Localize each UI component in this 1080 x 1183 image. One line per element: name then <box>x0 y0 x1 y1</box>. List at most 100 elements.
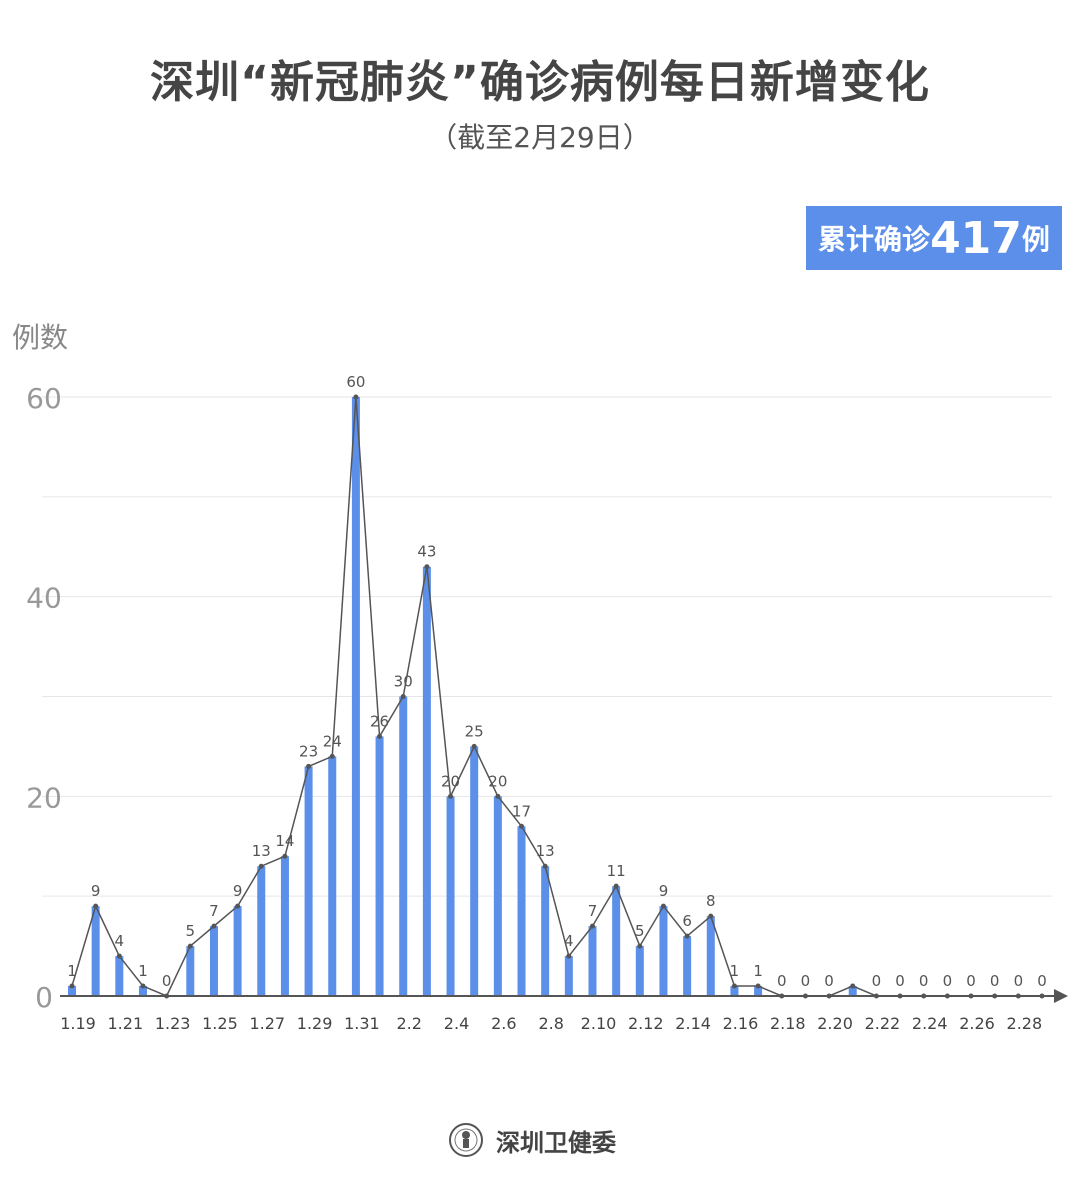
chart-subtitle: （截至2月29日） <box>429 121 651 154</box>
data-label: 0 <box>824 972 834 990</box>
data-point <box>589 923 595 929</box>
data-point <box>187 943 193 949</box>
data-label: 9 <box>233 882 243 900</box>
x-tick-label: 2.28 <box>1007 1014 1043 1033</box>
data-label: 7 <box>588 902 598 920</box>
y-tick-label: 20 <box>26 781 62 814</box>
bar <box>68 986 76 996</box>
bar <box>683 936 692 996</box>
data-point <box>566 953 572 959</box>
data-label: 1 <box>67 962 77 980</box>
bar <box>848 986 857 996</box>
bar <box>328 756 337 996</box>
x-tick-label: 2.16 <box>723 1014 759 1033</box>
data-label: 1 <box>753 962 763 980</box>
data-label: 0 <box>872 972 882 990</box>
data-point <box>731 983 737 989</box>
data-label: 0 <box>777 972 787 990</box>
x-tick-label: 2.20 <box>817 1014 853 1033</box>
data-label: 0 <box>1037 972 1047 990</box>
data-point <box>400 694 406 699</box>
bar <box>422 566 431 996</box>
data-point <box>140 983 146 989</box>
data-point <box>211 923 217 929</box>
trend-line <box>71 396 1042 997</box>
badge-prefix: 累计确诊 <box>818 223 931 256</box>
data-point <box>968 993 974 999</box>
data-label: 0 <box>919 972 929 990</box>
bar <box>564 956 573 996</box>
data-label: 1 <box>730 962 740 980</box>
data-label: 0 <box>966 972 976 990</box>
x-tick-label: 2.12 <box>628 1014 664 1033</box>
data-label: 43 <box>417 543 436 561</box>
data-label: 13 <box>252 842 271 860</box>
x-axis-arrow <box>1054 989 1068 1003</box>
data-label: 0 <box>990 972 1000 990</box>
data-point <box>164 993 170 999</box>
data-label: 0 <box>895 972 905 990</box>
x-tick-label: 2.24 <box>912 1014 948 1033</box>
bar <box>588 926 597 996</box>
data-label: 17 <box>512 802 531 820</box>
bar <box>233 906 242 996</box>
data-point <box>873 993 879 999</box>
data-label: 0 <box>943 972 953 990</box>
data-point <box>448 793 454 799</box>
x-tick-label: 1.31 <box>344 1014 380 1033</box>
data-label: 11 <box>607 862 626 880</box>
x-tick-label: 2.18 <box>770 1014 806 1033</box>
data-point <box>258 863 264 869</box>
bar <box>91 906 100 996</box>
bar <box>257 866 266 996</box>
x-tick-label: 1.19 <box>60 1014 96 1033</box>
data-point <box>613 883 619 889</box>
data-label: 5 <box>635 922 645 940</box>
x-tick-label: 2.22 <box>865 1014 901 1033</box>
data-label: 14 <box>275 832 294 850</box>
data-label: 20 <box>488 772 507 790</box>
bar <box>351 397 360 996</box>
data-point <box>353 394 359 400</box>
data-point <box>850 983 856 989</box>
bar <box>659 906 668 996</box>
data-label: 60 <box>346 373 365 391</box>
data-label: 24 <box>323 732 342 750</box>
bar <box>470 746 479 996</box>
data-point <box>684 933 690 939</box>
data-label: 1 <box>138 962 148 980</box>
x-tick-label: 2.14 <box>675 1014 711 1033</box>
chart: 0204060194105791314232460263043202520171… <box>26 373 1068 1033</box>
data-point <box>897 993 903 999</box>
data-label: 0 <box>801 972 811 990</box>
data-label: 7 <box>209 902 219 920</box>
y-tick-label: 40 <box>26 582 62 615</box>
x-tick-label: 1.25 <box>202 1014 238 1033</box>
data-label: 30 <box>394 673 413 691</box>
chart-title: 深圳“新冠肺炎”确诊病例每日新增变化 <box>150 57 930 108</box>
data-point <box>755 983 761 989</box>
data-point <box>660 903 666 909</box>
data-label: 9 <box>91 882 101 900</box>
bar <box>446 796 455 996</box>
badge-number: 417 <box>930 212 1022 264</box>
data-label: 5 <box>186 922 196 940</box>
data-point <box>329 753 335 759</box>
data-point <box>471 743 477 749</box>
data-point <box>93 903 99 909</box>
x-tick-label: 1.29 <box>297 1014 333 1033</box>
bar <box>138 986 147 996</box>
data-label: 6 <box>682 912 692 930</box>
data-label: 26 <box>370 712 389 730</box>
data-label: 23 <box>299 742 318 760</box>
x-tick-label: 1.23 <box>155 1014 191 1033</box>
data-point <box>802 993 808 999</box>
y-axis-label: 例数 <box>12 321 69 354</box>
data-point <box>306 763 312 769</box>
data-point <box>708 913 714 919</box>
bar <box>754 986 763 996</box>
data-point <box>377 733 383 739</box>
x-tick-label: 2.8 <box>538 1014 563 1033</box>
x-tick-label: 2.4 <box>444 1014 469 1033</box>
x-tick-label: 2.10 <box>581 1014 617 1033</box>
